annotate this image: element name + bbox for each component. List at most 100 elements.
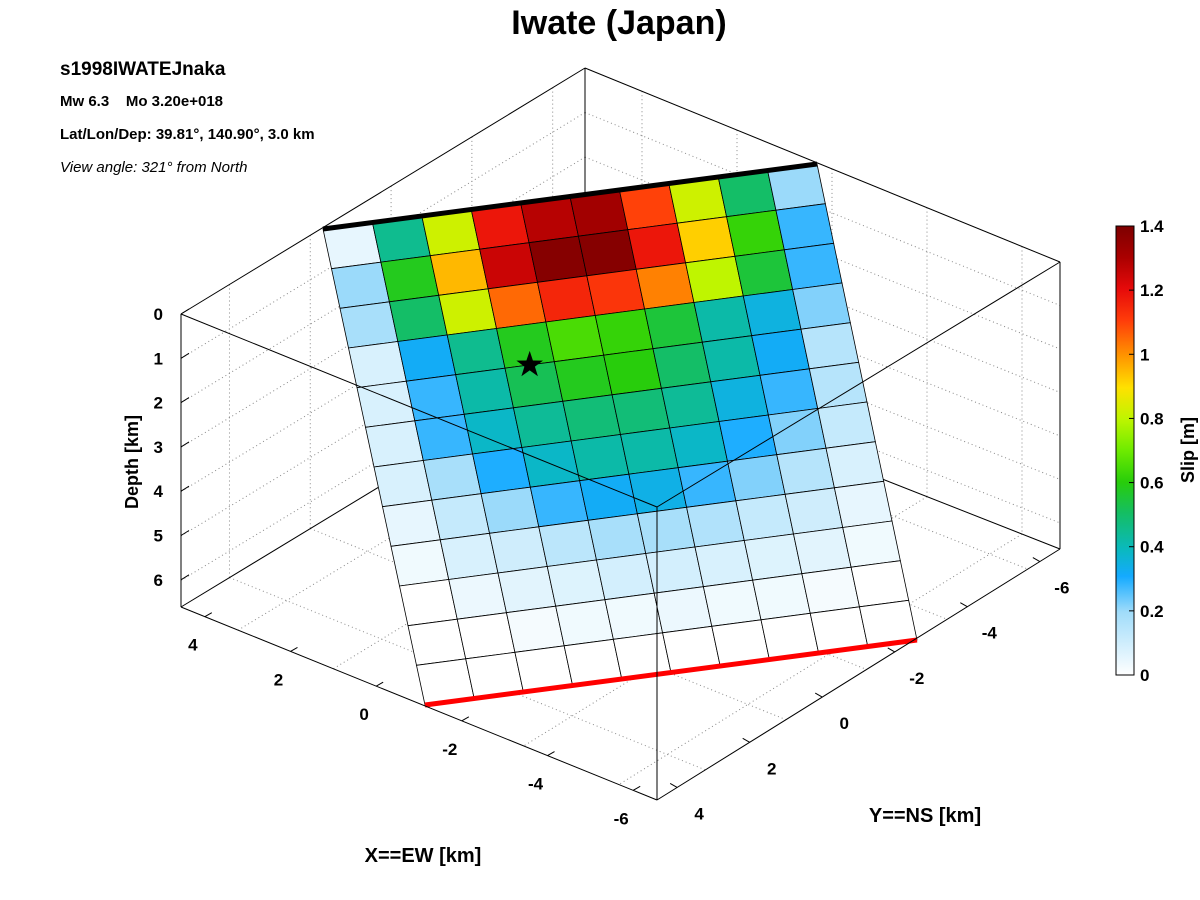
depth-tick-label: 0 xyxy=(154,305,163,324)
slip-cell xyxy=(792,282,851,330)
slip-cell xyxy=(399,579,458,627)
slip-cell xyxy=(742,289,802,337)
x-axis: 4 2 0 -2 -4 -6 xyxy=(188,612,641,828)
x-tick-label: 4 xyxy=(188,636,198,655)
fault-plane xyxy=(322,163,918,706)
slip-cell xyxy=(727,454,786,502)
depth-tick-label: 2 xyxy=(154,394,163,413)
fault-bottom-edge xyxy=(424,637,918,708)
depth-tick xyxy=(180,352,190,359)
slip-cell xyxy=(456,612,516,660)
view-angle-line: View angle: 321° from North xyxy=(60,159,248,176)
slip-cell xyxy=(331,261,390,309)
colorbar-tick-label: 0.6 xyxy=(1140,474,1164,493)
slip-cell xyxy=(833,480,893,528)
slip-cell xyxy=(611,387,671,435)
magnitude-line: Mw 6.3 Mo 3.20e+018 xyxy=(60,93,223,110)
slip-cell xyxy=(422,453,482,501)
slip-cell xyxy=(546,559,606,607)
y-tick-label: -6 xyxy=(1054,579,1069,598)
depth-tick-label: 3 xyxy=(154,438,163,457)
depth-tick-label: 1 xyxy=(154,349,163,368)
slip-cell xyxy=(446,328,506,376)
slip-cell xyxy=(636,506,696,554)
slip-cell xyxy=(652,341,712,389)
x-tick-label: -4 xyxy=(528,775,544,794)
slip-cell xyxy=(710,374,769,422)
slip-cell xyxy=(783,242,843,290)
x-tick-label: -6 xyxy=(614,809,629,828)
slip-cell xyxy=(497,566,557,614)
slip-cell xyxy=(669,421,728,469)
slip-cell xyxy=(808,361,868,409)
slip-cell xyxy=(390,539,450,587)
slip-cell xyxy=(596,553,655,601)
slip-cell xyxy=(702,579,762,627)
slip-cell xyxy=(759,368,819,416)
chart-title: Iwate (Japan) xyxy=(511,4,726,42)
slip-cell xyxy=(579,473,638,521)
slip-cell xyxy=(348,341,407,389)
slip-cell xyxy=(405,374,465,422)
slip-cell xyxy=(545,315,605,363)
colorbar-tick-label: 1.2 xyxy=(1140,281,1164,300)
depth-tick xyxy=(180,574,190,581)
colorbar-tick-label: 1 xyxy=(1140,345,1149,364)
slip-cell xyxy=(734,249,794,297)
slip-cell xyxy=(694,540,754,588)
x-tick xyxy=(290,646,298,652)
x-tick xyxy=(632,785,641,791)
location-line: Lat/Lon/Dep: 39.81°, 140.90°, 3.0 km xyxy=(60,126,315,143)
depth-tick xyxy=(180,441,190,448)
colorbar xyxy=(1115,225,1135,676)
depth-tick-label: 5 xyxy=(154,527,163,546)
y-tick xyxy=(814,692,823,698)
y-tick xyxy=(1032,557,1041,562)
slip-cell xyxy=(735,493,794,541)
x-tick-label: -2 xyxy=(442,740,457,759)
colorbar-tick-label: 0.2 xyxy=(1140,602,1164,621)
slip-cell xyxy=(620,427,679,475)
y-tick-label: -4 xyxy=(982,624,998,643)
colorbar-label: Slip [m] xyxy=(1178,417,1198,483)
slip-cell xyxy=(388,294,448,342)
slip-cell xyxy=(767,408,827,456)
slip-cell xyxy=(586,268,646,316)
depth-tick-label: 4 xyxy=(154,482,164,501)
colorbar-tick-label: 1.4 xyxy=(1140,217,1164,236)
slip-cell xyxy=(587,513,647,561)
colorbar-tick-label: 0.4 xyxy=(1140,538,1164,557)
slip-cell xyxy=(455,367,514,415)
slip-cell xyxy=(817,401,876,449)
slip-cell xyxy=(512,400,572,448)
box-front-edges xyxy=(180,261,1061,801)
slip-cell xyxy=(686,500,745,548)
slip-cell xyxy=(438,288,498,336)
x-axis-label: X==EW [km] xyxy=(365,845,482,867)
slip-cell xyxy=(784,487,844,535)
slip-cell xyxy=(644,302,703,350)
slip-cell xyxy=(562,394,621,442)
slip-cell xyxy=(480,486,540,534)
slip-cell xyxy=(553,354,613,402)
slip-cell xyxy=(793,527,852,575)
slip-cell xyxy=(538,519,597,567)
y-axis: 4 2 0 -2 -4 -6 xyxy=(669,557,1069,823)
y-tick-label: -2 xyxy=(909,669,924,688)
colorbar-tick-label: 0.8 xyxy=(1140,409,1164,428)
slip-cell xyxy=(555,599,614,647)
slip-cell xyxy=(801,566,860,614)
slip-cell xyxy=(603,348,662,396)
slip-cell xyxy=(373,460,433,508)
slip-cell xyxy=(751,328,810,376)
y-tick xyxy=(669,783,678,788)
depth-tick xyxy=(180,530,190,536)
x-tick xyxy=(204,612,213,618)
slip-cell xyxy=(701,335,761,383)
slip-cell xyxy=(356,380,416,428)
x-tick xyxy=(461,716,470,722)
slip-cell xyxy=(577,229,637,277)
x-tick xyxy=(375,681,384,687)
y-tick-label: 2 xyxy=(767,759,776,778)
slip-cell xyxy=(685,255,744,303)
